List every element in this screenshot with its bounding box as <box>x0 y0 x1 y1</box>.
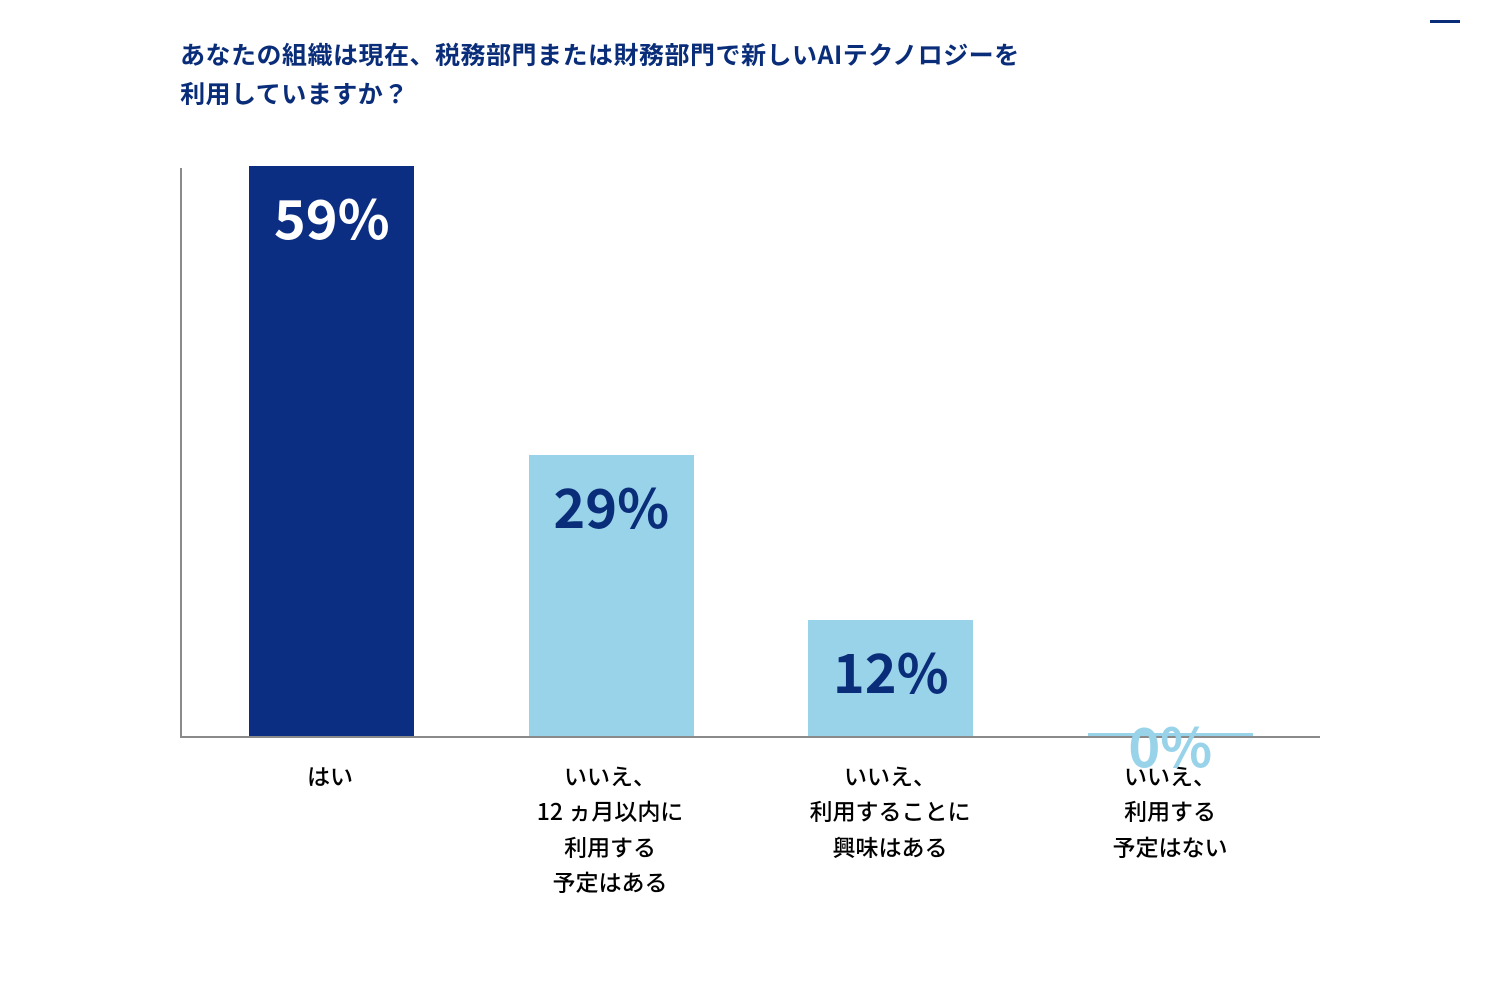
category-label: いいえ、 利用することに 興味はある <box>750 758 1030 865</box>
bar-value: 12% <box>808 630 973 709</box>
bar-value: 0% <box>1088 704 1253 783</box>
chart-area: 59% 29% 12% 0% <box>180 168 1320 901</box>
label-slot: はい <box>190 758 470 901</box>
bar-0: 59% <box>249 166 414 736</box>
bar-3: 0% <box>1088 733 1253 736</box>
corner-dash-icon <box>1430 20 1460 23</box>
bar-slot: 12% <box>751 168 1031 736</box>
chart-container: あなたの組織は現在、税務部門または財務部門で新しいAIテクノロジーを 利用してい… <box>0 0 1500 940</box>
category-label: いいえ、 12 ヵ月以内に 利用する 予定はある <box>470 758 750 901</box>
bar-2: 12% <box>808 620 973 736</box>
category-label: はい <box>190 758 470 794</box>
label-slot: いいえ、 利用することに 興味はある <box>750 758 1030 901</box>
bar-slot: 29% <box>472 168 752 736</box>
label-slot: いいえ、 12 ヵ月以内に 利用する 予定はある <box>470 758 750 901</box>
bar-1: 29% <box>529 455 694 735</box>
bar-value: 59% <box>249 176 414 255</box>
bar-value: 29% <box>529 465 694 544</box>
chart-title: あなたの組織は現在、税務部門または財務部門で新しいAIテクノロジーを 利用してい… <box>180 35 1320 113</box>
chart-plot: 59% 29% 12% 0% <box>180 168 1320 738</box>
bar-slot: 0% <box>1031 168 1311 736</box>
bar-slot: 59% <box>192 168 472 736</box>
bars-row: 59% 29% 12% 0% <box>182 168 1320 736</box>
